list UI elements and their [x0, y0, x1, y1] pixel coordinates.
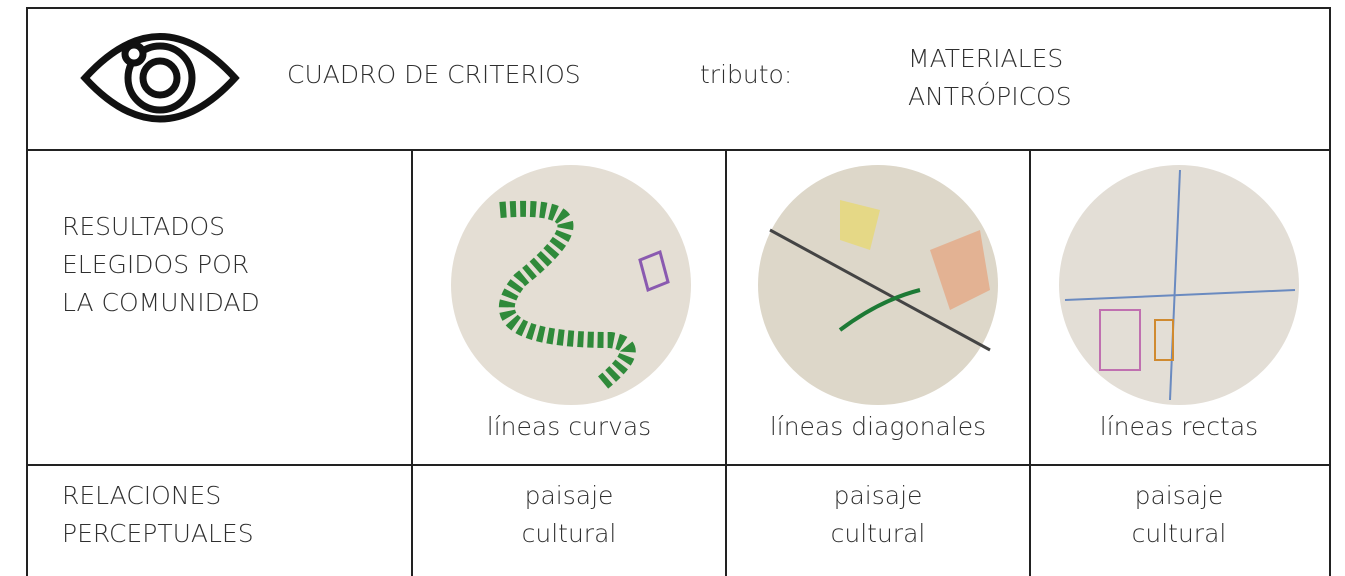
attribute-value: MATERIALES — [908, 44, 1063, 73]
drawing-photo — [1059, 165, 1299, 405]
row-label: RELACIONES — [62, 481, 221, 510]
row-label: PERCEPTUALES — [62, 519, 254, 548]
cell-caption: líneas rectas — [1100, 412, 1258, 441]
drawing-photo — [451, 165, 691, 405]
attribute-label: tributo: — [700, 60, 792, 89]
drawing-photo — [758, 165, 998, 405]
attribute-value: ANTRÓPICOS — [908, 81, 1072, 111]
cell-text: paisaje — [1135, 481, 1224, 510]
cell-text: cultural — [831, 519, 926, 548]
row-label: RESULTADOS — [62, 212, 225, 241]
cell-text: cultural — [1132, 519, 1227, 548]
cell-caption: líneas diagonales — [770, 412, 986, 441]
eye-icon — [80, 33, 240, 123]
outer-border — [26, 7, 1331, 576]
cell-caption: líneas curvas — [487, 412, 651, 441]
row-label: ELEGIDOS POR — [62, 250, 249, 279]
table-title: CUADRO DE CRITERIOS — [287, 60, 581, 89]
cell-text: paisaje — [525, 481, 614, 510]
row-label: LA COMUNIDAD — [62, 288, 260, 317]
cell-text: cultural — [522, 519, 617, 548]
table-borders — [26, 7, 1331, 576]
cell-text: paisaje — [834, 481, 923, 510]
